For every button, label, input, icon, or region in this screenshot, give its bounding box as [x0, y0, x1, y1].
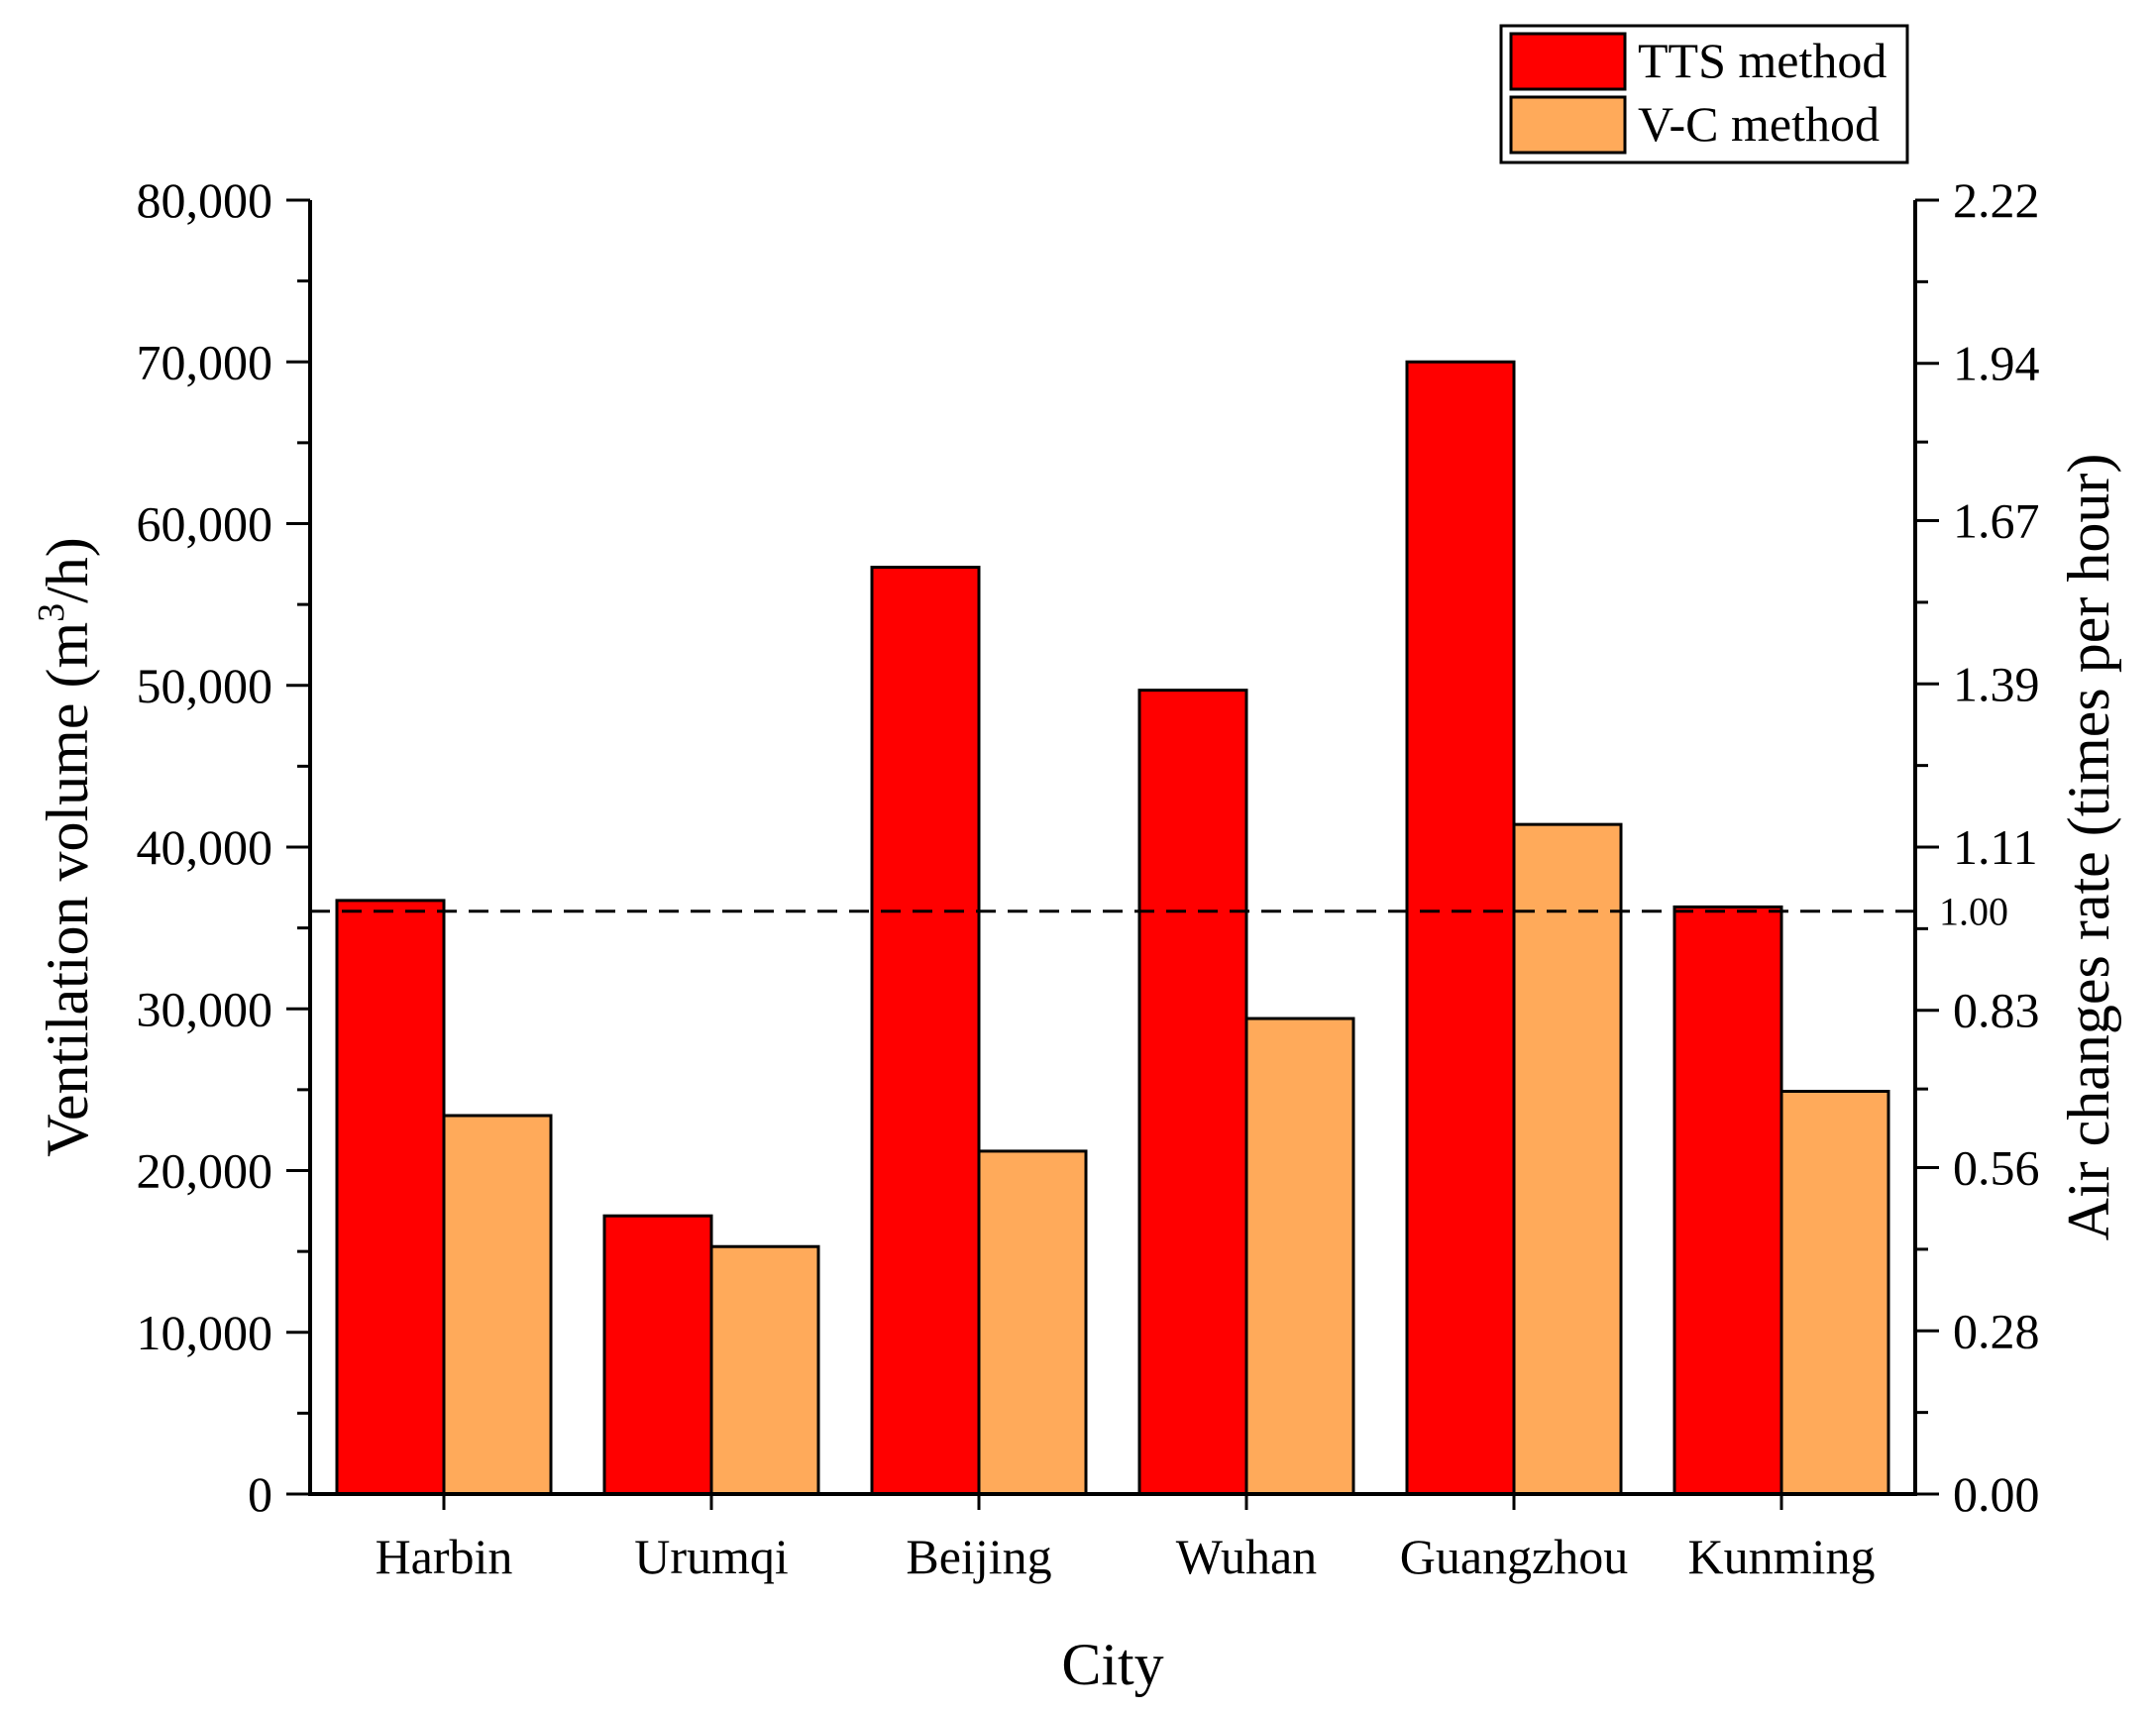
reference-line-group: 1.00	[310, 890, 2008, 934]
bars-group: Harbin — TTS method: 36700Harbin — V-C m…	[335, 360, 1890, 1496]
y2-tick-label: 1.39	[1953, 656, 2040, 711]
y2-tick-label: 0.83	[1953, 983, 2040, 1038]
bar-v-c-method-kunming: Kunming — V-C method: 24900	[1779, 1090, 1890, 1496]
y-tick-label: 40,000	[137, 819, 273, 875]
bar-tts-method-wuhan: Wuhan — TTS method: 49700	[1137, 689, 1248, 1496]
y-tick-label: 50,000	[137, 658, 273, 713]
legend-swatch-v-c-method	[1509, 95, 1627, 155]
x-tick-label: Guangzhou	[1400, 1529, 1629, 1584]
bar-v-c-method-harbin: Harbin — V-C method: 23400	[442, 1114, 553, 1496]
x-axis-title: City	[1061, 1632, 1163, 1697]
y2-tick-label: 0.28	[1953, 1303, 2040, 1358]
y-tick-label: 80,000	[137, 172, 273, 228]
legend: TTS method V-C method	[1499, 24, 1909, 164]
bar-v-c-method-urumqi: Urumqi — V-C method: 15300	[709, 1244, 820, 1496]
y-tick-label: 20,000	[137, 1143, 273, 1199]
reference-line-label: 1.00	[1939, 890, 2008, 934]
legend-label: TTS method	[1638, 33, 1886, 88]
bar-v-c-method-guangzhou: Guangzhou — V-C method: 41400	[1512, 822, 1623, 1496]
y2-tick-label: 2.22	[1953, 172, 2040, 228]
x-tick-label: Wuhan	[1176, 1529, 1317, 1584]
bar-v-c-method-wuhan: Wuhan — V-C method: 29400	[1244, 1017, 1355, 1496]
y-axis-title-sup: 3	[31, 603, 72, 622]
bar-v-c-method-beijing: Beijing — V-C method: 21200	[977, 1149, 1088, 1496]
bar-tts-method-kunming: Kunming — TTS method: 36300	[1672, 905, 1783, 1496]
y-tick-label: 10,000	[137, 1305, 273, 1360]
y2-axis-title: Air changes rate (times per hour)	[2056, 454, 2121, 1241]
y-axis-title: Ventilation volume (m3/h)	[31, 537, 100, 1157]
y-tick-label: 60,000	[137, 496, 273, 552]
y-tick-label: 30,000	[137, 981, 273, 1036]
y-tick-label: 70,000	[137, 334, 273, 389]
y2-tick-label: 1.11	[1953, 819, 2038, 875]
x-tick-label: Kunming	[1688, 1529, 1876, 1584]
x-tick-label: Urumqi	[634, 1529, 789, 1584]
y2-tick-label: 0.56	[1953, 1140, 2040, 1196]
y-tick-label: 0	[248, 1466, 272, 1522]
bar-tts-method-guangzhou: Guangzhou — TTS method: 70000	[1405, 360, 1516, 1496]
axes-group: Harbin Urumqi Beijing Wuhan Guangzhou Kunming…	[137, 172, 2040, 1584]
legend-label: V-C method	[1638, 96, 1880, 152]
bar-tts-method-urumqi: Urumqi — TTS method: 17200	[602, 1214, 713, 1496]
legend-swatch-tts-method	[1509, 32, 1627, 91]
y2-tick-label: 0.00	[1953, 1466, 2040, 1522]
x-tick-label: Beijing	[906, 1529, 1051, 1584]
bar-tts-method-beijing: Beijing — TTS method: 57300	[870, 566, 981, 1496]
y2-tick-label: 1.67	[1953, 493, 2040, 549]
y-axis-title-post: /h)	[35, 537, 100, 603]
y-axis-title-pre: Ventilation volume (m	[35, 622, 100, 1157]
x-tick-label: Harbin	[376, 1529, 513, 1584]
y2-tick-label: 1.94	[1953, 336, 2040, 391]
axis-titles: City Ventilation volume (m3/h) Air changes…	[31, 454, 2121, 1697]
bar-tts-method-harbin: Harbin — TTS method: 36700	[335, 899, 446, 1496]
